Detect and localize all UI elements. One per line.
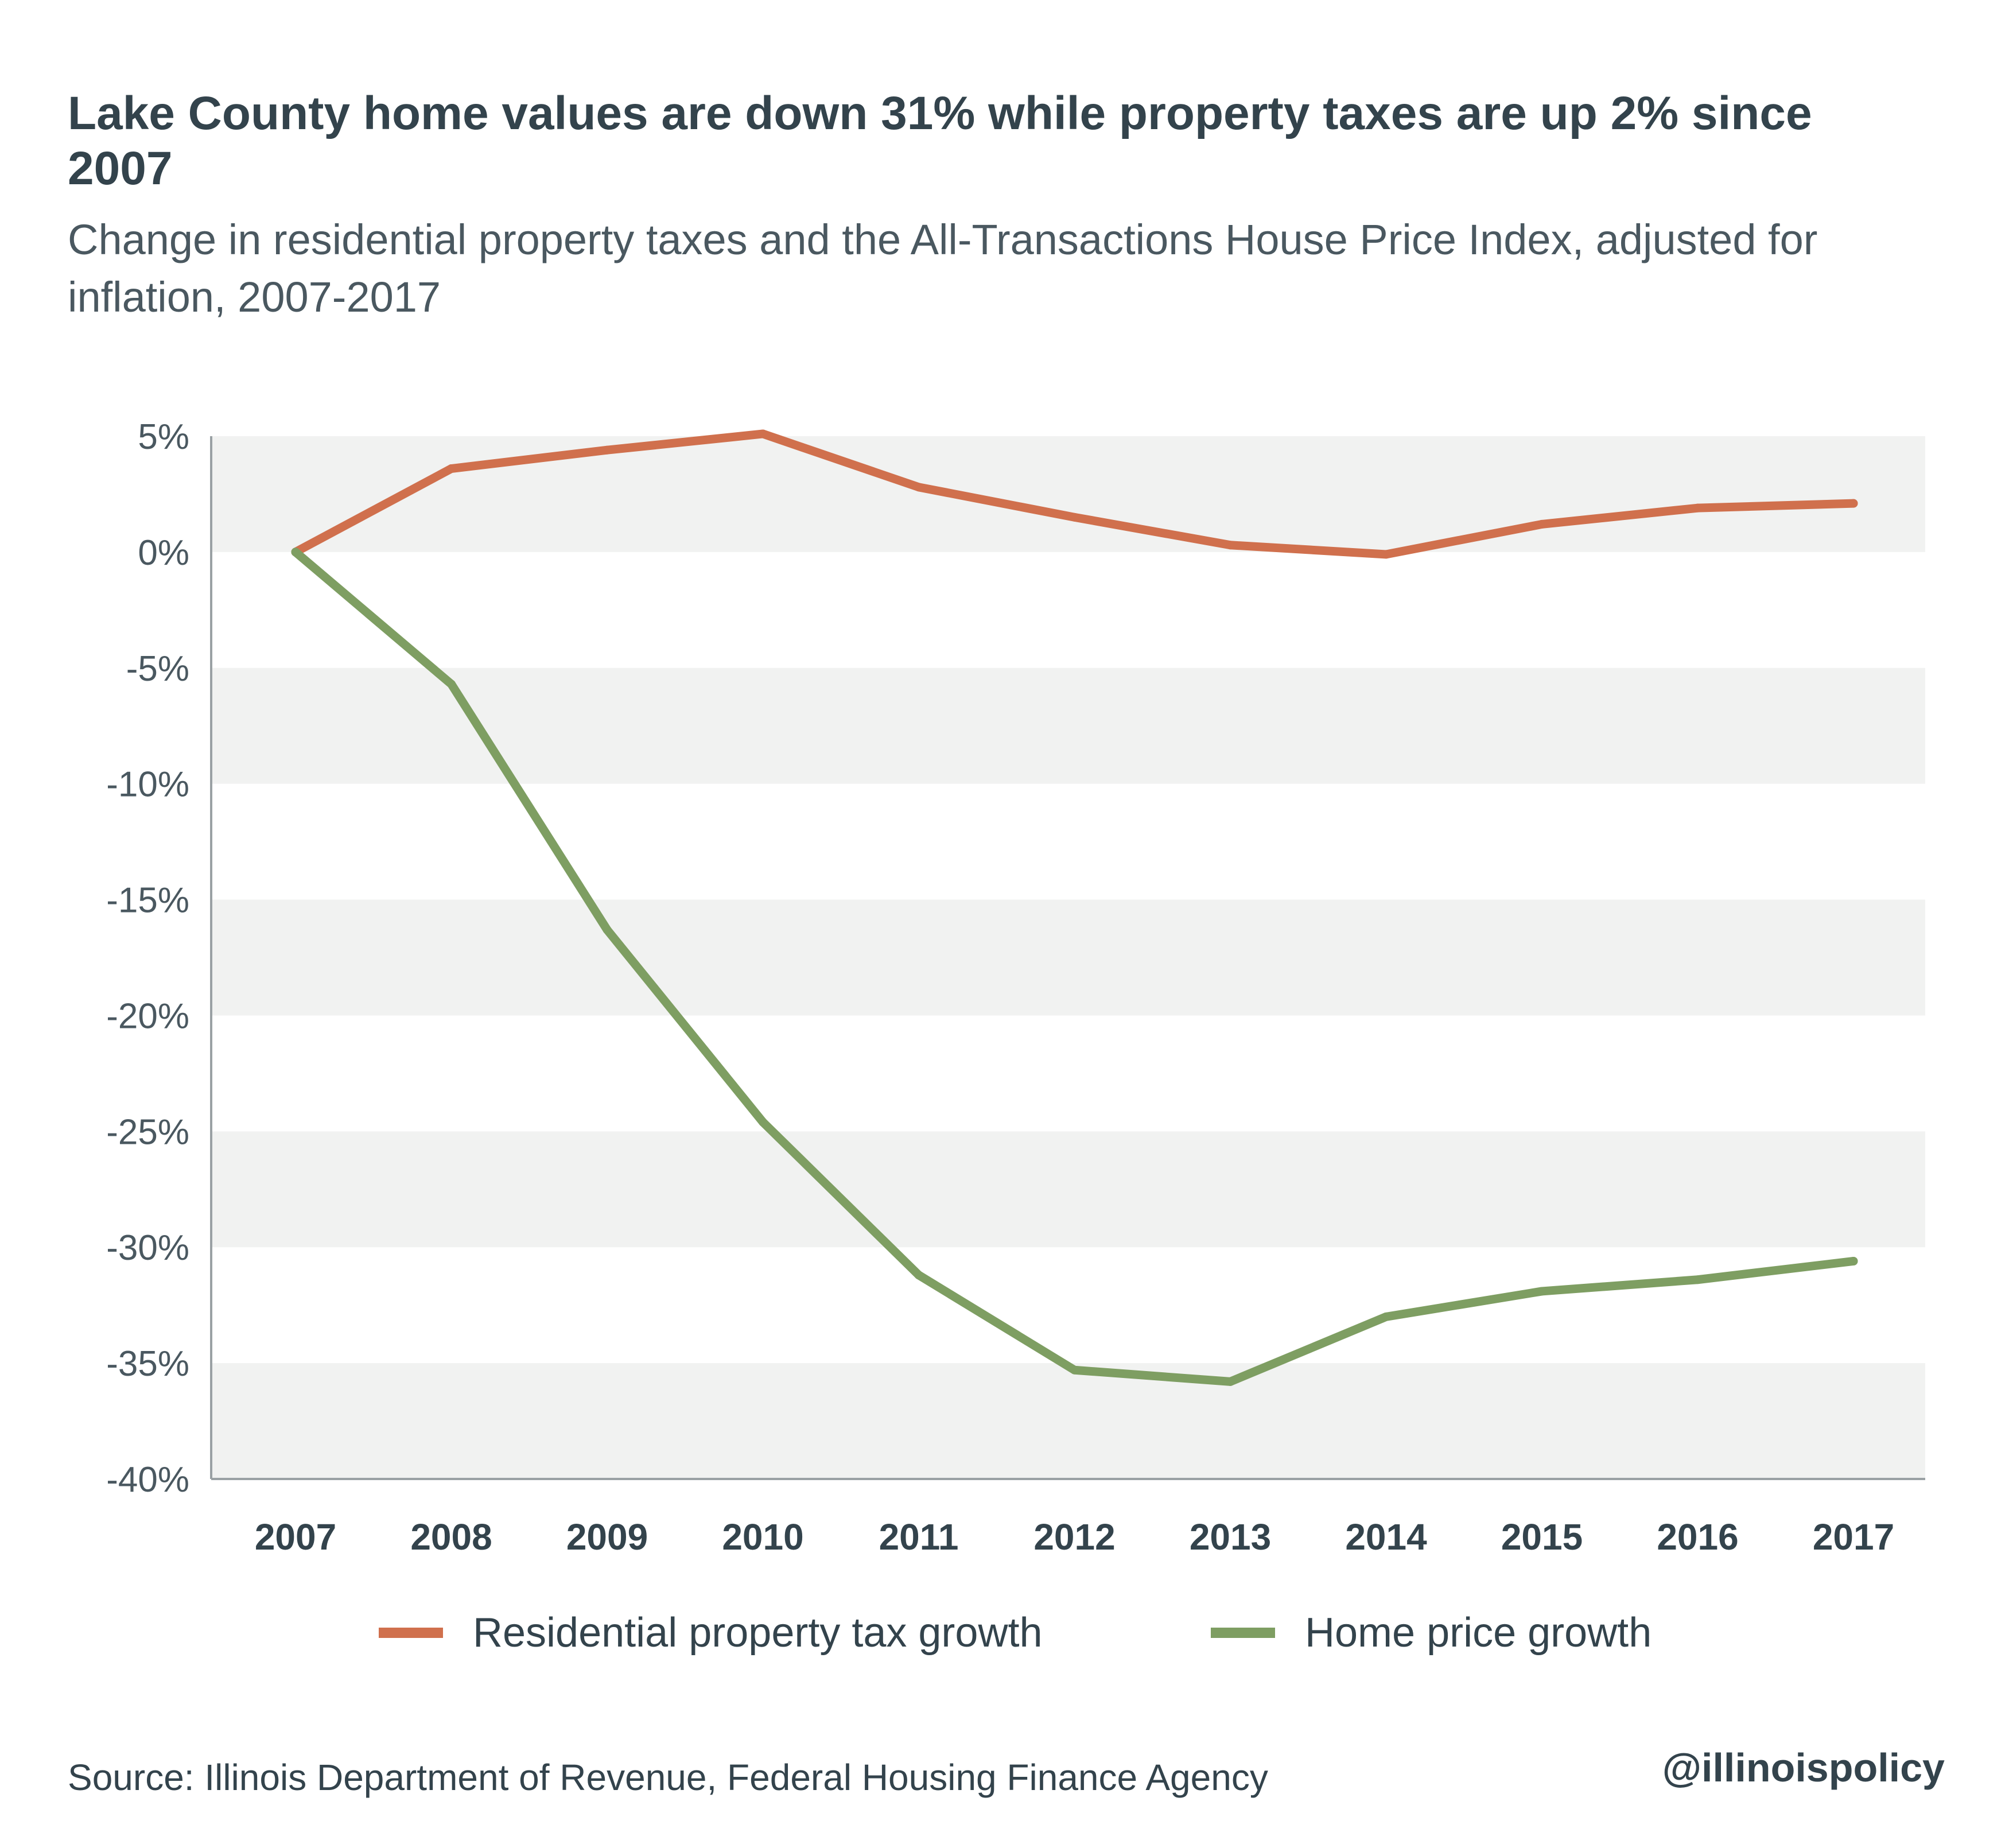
data-point-property-tax: [447, 464, 456, 473]
legend-label-home: Home price growth: [1305, 1610, 1652, 1656]
x-tick-label: 2010: [722, 1516, 803, 1558]
data-point-home-price: [1537, 1287, 1546, 1296]
social-handle: @illinoispolicy: [1662, 1745, 1945, 1790]
y-tick-label: 0%: [138, 533, 189, 573]
x-tick-label: 2017: [1813, 1516, 1894, 1558]
legend-item-tax: Residential property tax growth: [379, 1601, 1043, 1664]
grid-band: [211, 436, 1925, 552]
x-tick-label: 2009: [566, 1516, 648, 1558]
x-tick-label: 2011: [879, 1516, 959, 1558]
y-tick-label: -15%: [106, 881, 189, 921]
data-point-home-price: [291, 548, 300, 557]
x-tick-label: 2013: [1190, 1516, 1271, 1558]
chart-title: Lake County home values are down 31% whi…: [68, 87, 1812, 195]
grid-band: [211, 667, 1925, 784]
legend-item-home: Home price growth: [1211, 1601, 1652, 1664]
data-point-home-price: [603, 925, 612, 934]
x-tick-label: 2012: [1033, 1516, 1115, 1558]
y-tick-label: -25%: [106, 1112, 189, 1152]
y-tick-label: 5%: [138, 417, 189, 457]
source-note: Source: Illinois Department of Revenue, …: [68, 1757, 1268, 1798]
data-point-property-tax: [914, 483, 923, 492]
y-tick-label: -20%: [106, 996, 189, 1036]
grid-band: [211, 899, 1925, 1016]
data-point-property-tax: [1693, 503, 1702, 513]
data-point-property-tax: [1226, 541, 1235, 550]
data-point-home-price: [759, 1117, 767, 1127]
data-point-home-price: [1693, 1275, 1702, 1284]
data-point-home-price: [1226, 1377, 1235, 1386]
data-point-property-tax: [1070, 513, 1079, 522]
x-tick-label: 2016: [1657, 1516, 1738, 1558]
y-tick-label: -30%: [106, 1228, 189, 1268]
data-point-home-price: [914, 1271, 923, 1280]
data-point-home-price: [447, 680, 456, 689]
y-tick-label: -40%: [106, 1460, 189, 1500]
x-tick-label: 2007: [255, 1516, 336, 1558]
data-point-property-tax: [1849, 499, 1858, 508]
y-tick-label: -5%: [126, 649, 189, 689]
y-tick-label: -35%: [106, 1344, 189, 1384]
legend-swatch-tax: [379, 1628, 443, 1638]
data-point-property-tax: [1537, 519, 1546, 529]
grid-band: [211, 1363, 1925, 1479]
legend: Residential property tax growth Home pri…: [0, 1601, 2009, 1664]
data-point-property-tax: [603, 445, 612, 455]
data-point-property-tax: [1382, 550, 1390, 559]
x-tick-label: 2015: [1501, 1516, 1583, 1558]
legend-label-tax: Residential property tax growth: [473, 1610, 1043, 1656]
legend-swatch-home: [1211, 1628, 1275, 1638]
x-tick-label: 2008: [410, 1516, 492, 1558]
data-point-property-tax: [759, 429, 767, 438]
grid-band: [211, 1131, 1925, 1248]
line-chart: 5% 0% -5% -10% -15% -20% -25% -30% -35% -40% 2007 2…: [106, 417, 1925, 1558]
y-tick-label: -10%: [106, 765, 189, 805]
data-point-home-price: [1070, 1365, 1079, 1375]
data-point-home-price: [1849, 1256, 1858, 1265]
data-point-home-price: [1382, 1312, 1390, 1321]
x-tick-label: 2014: [1345, 1516, 1427, 1558]
chart-subtitle: Change in residential property taxes and…: [68, 216, 1818, 321]
